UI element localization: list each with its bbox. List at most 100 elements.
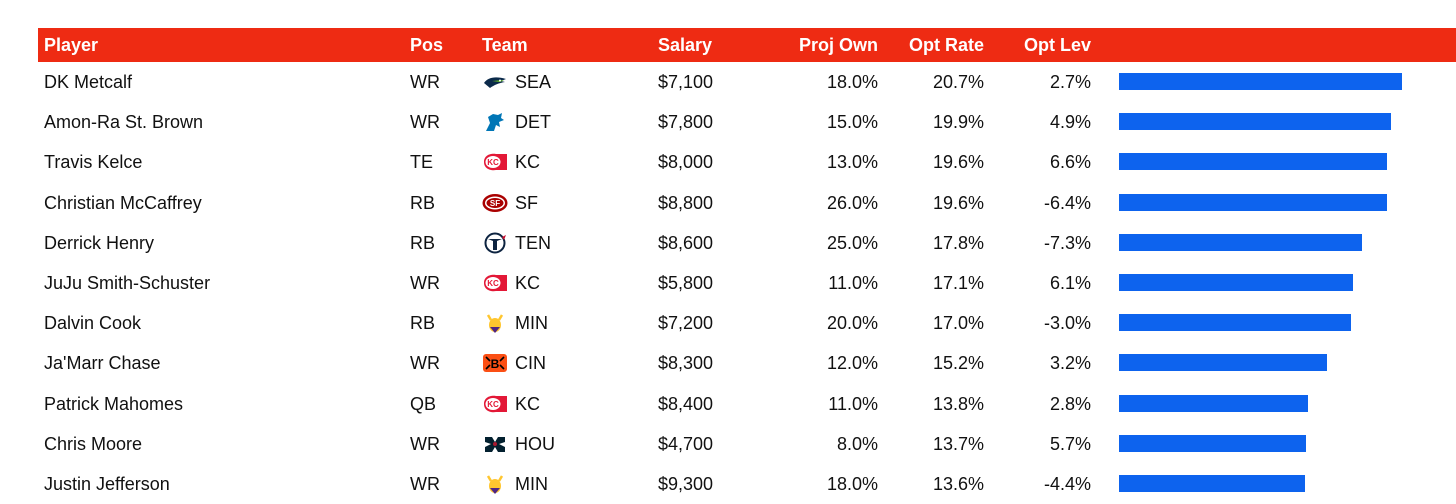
proj-own: 20.0% <box>826 313 878 334</box>
table-row[interactable]: Justin Jefferson WR MIN $9,300 18.0% 13.6% -4.… <box>38 464 1456 504</box>
salary: $8,000 <box>658 152 714 173</box>
header-salary[interactable]: Salary <box>658 35 713 55</box>
player-name: Christian McCaffrey <box>44 192 202 213</box>
player-position: TE <box>410 152 434 173</box>
player-name: Travis Kelce <box>44 152 143 173</box>
opt-rate: 13.7% <box>932 433 984 454</box>
svg-text:KC: KC <box>487 158 499 167</box>
team-abbr: KC <box>515 393 541 414</box>
table-body: DK Metcalf WR SEA $7,100 18.0% 20.7% 2.7% Amon-… <box>38 62 1456 504</box>
table-row[interactable]: Derrick Henry RB TEN $8,600 25.0% 17.8% -7.3% <box>38 223 1456 263</box>
seahawks-logo-icon <box>482 71 508 93</box>
proj-own: 11.0% <box>828 393 878 414</box>
player-name: Justin Jefferson <box>44 473 170 494</box>
header-team[interactable]: Team <box>482 35 528 55</box>
player-position: WR <box>410 72 440 92</box>
proj-own: 11.0% <box>828 272 878 293</box>
team-abbr: HOU <box>515 433 555 454</box>
opt-rate-bar <box>1119 193 1387 211</box>
team-abbr: DET <box>515 112 551 133</box>
team-abbr: SF <box>515 192 539 213</box>
bengals-logo-icon: B <box>482 352 508 374</box>
salary: $7,100 <box>658 72 714 92</box>
opt-rate: 19.6% <box>932 152 984 173</box>
team-abbr: KC <box>515 152 541 173</box>
opt-rate-bar <box>1119 113 1392 131</box>
opt-rate-bar <box>1119 354 1327 372</box>
team-abbr: KC <box>515 272 541 293</box>
opt-lev: -4.4% <box>1043 473 1091 494</box>
table-row[interactable]: KC Patrick Mahomes QB KC $8,400 11.0% 13.8% 2.8… <box>38 384 1456 424</box>
opt-rate: 13.6% <box>932 473 984 494</box>
chiefs-logo-icon: KC <box>482 393 508 415</box>
header-opt-lev[interactable]: Opt Lev <box>1023 35 1091 55</box>
salary: $4,700 <box>658 433 714 454</box>
opt-rate: 17.1% <box>932 272 984 293</box>
player-name: Amon-Ra St. Brown <box>44 112 204 133</box>
proj-own: 13.0% <box>826 152 878 173</box>
team-abbr: SEA <box>515 72 552 92</box>
opt-rate-bar <box>1119 314 1352 332</box>
salary: $5,800 <box>658 272 714 293</box>
opt-rate: 15.2% <box>932 353 984 374</box>
table-row[interactable]: Dalvin Cook RB MIN $7,200 20.0% 17.0% -3.0% <box>38 303 1456 343</box>
opt-rate: 13.8% <box>932 393 984 414</box>
table-row[interactable]: SF Christian McCaffrey RB SF $8,800 26.0% 19.6… <box>38 183 1456 223</box>
player-position: RB <box>410 313 436 334</box>
table-header: Player Pos Team Salary Proj Own Opt Rate… <box>38 28 1456 62</box>
team-abbr: MIN <box>515 473 548 494</box>
table-row[interactable]: B Ja'Marr Chase WR CIN $8,300 12.0% 15.2% 3.2% <box>38 343 1456 383</box>
player-position: QB <box>410 393 437 414</box>
proj-own: 15.0% <box>826 112 878 133</box>
vikings-logo-icon <box>482 473 508 495</box>
header-opt-rate[interactable]: Opt Rate <box>908 35 984 55</box>
table-row[interactable]: Amon-Ra St. Brown WR DET $7,800 15.0% 19.9% 4.… <box>38 102 1456 142</box>
player-name: Derrick Henry <box>44 232 155 253</box>
salary: $8,400 <box>658 393 714 414</box>
opt-lev: -6.4% <box>1043 192 1091 213</box>
player-name: DK Metcalf <box>44 72 133 92</box>
opt-rate-bar <box>1119 73 1402 90</box>
header-pos[interactable]: Pos <box>410 35 444 55</box>
svg-text:KC: KC <box>487 400 499 409</box>
table-row[interactable]: DK Metcalf WR SEA $7,100 18.0% 20.7% 2.7% <box>38 62 1456 102</box>
player-position: WR <box>410 353 440 374</box>
player-table: Player Pos Team Salary Proj Own Opt Rate… <box>38 28 1456 504</box>
table-row[interactable]: KC JuJu Smith-Schuster WR KC $5,800 11.0% 17.1… <box>38 263 1456 303</box>
salary: $7,200 <box>658 313 714 334</box>
proj-own: 18.0% <box>826 473 878 494</box>
opt-lev: -3.0% <box>1043 313 1091 334</box>
svg-text:KC: KC <box>487 279 499 288</box>
table-row[interactable]: Chris Moore WR HOU $4,700 8.0% 13.7% 5.7% <box>38 424 1456 464</box>
svg-text:B: B <box>491 357 500 371</box>
header-player[interactable]: Player <box>44 35 99 55</box>
opt-rate-bar <box>1119 474 1305 492</box>
opt-lev: 2.7% <box>1049 72 1091 92</box>
salary: $8,800 <box>658 192 714 213</box>
opt-rate-bar <box>1119 233 1363 251</box>
header-proj-own[interactable]: Proj Own <box>798 35 878 55</box>
opt-rate-bar <box>1119 273 1353 291</box>
opt-rate-bar <box>1119 153 1387 171</box>
svg-text:SF: SF <box>490 199 500 208</box>
titans-logo-icon <box>482 232 508 254</box>
proj-own: 18.0% <box>826 72 878 92</box>
vikings-logo-icon <box>482 312 508 334</box>
salary: $8,600 <box>658 232 714 253</box>
proj-own: 12.0% <box>826 353 878 374</box>
player-position: WR <box>410 272 440 293</box>
table-row[interactable]: KC Travis Kelce TE KC $8,000 13.0% 19.6% 6.6% <box>38 142 1456 182</box>
player-position: WR <box>410 473 440 494</box>
opt-lev: 2.8% <box>1049 393 1091 414</box>
proj-own: 26.0% <box>826 192 878 213</box>
texans-logo-icon <box>482 433 508 455</box>
player-name: Dalvin Cook <box>44 313 142 334</box>
player-name: Ja'Marr Chase <box>44 353 161 374</box>
opt-rate: 17.0% <box>932 313 984 334</box>
team-abbr: TEN <box>515 232 551 253</box>
team-abbr: MIN <box>515 313 548 334</box>
opt-rate: 17.8% <box>932 232 984 253</box>
player-position: WR <box>410 112 440 133</box>
proj-own: 25.0% <box>826 232 878 253</box>
opt-lev: -7.3% <box>1043 232 1091 253</box>
